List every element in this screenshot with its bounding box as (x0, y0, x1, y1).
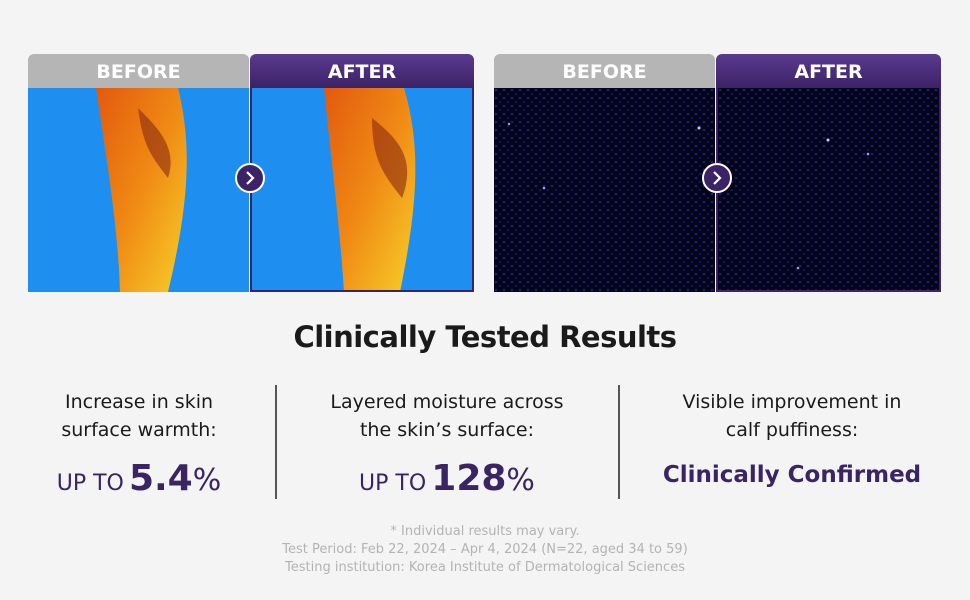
result: Layered moisture across the skin’s surfac… (287, 388, 607, 499)
value: 5.4 (128, 458, 193, 499)
result: Visible improvement in calf puffiness: Cl… (632, 388, 952, 488)
heading: Clinically Tested Results (293, 320, 677, 354)
unit: % (506, 463, 535, 498)
after-label: AFTER (716, 54, 941, 88)
moisture-before-image (494, 88, 715, 292)
highlight: Clinically Confirmed (662, 462, 922, 488)
description: Increase in skin surface warmth: (0, 388, 299, 444)
unit: % (192, 463, 222, 498)
description-line: Visible improvement in (682, 391, 902, 413)
description-line: Layered moisture across (330, 391, 564, 413)
footnote: Test Period: Feb 22, 2024 – Apr 4, 2024 … (282, 542, 688, 557)
result: Increase in skin surface warmth: UP TO 5.… (0, 388, 299, 499)
prefix: UP TO (56, 471, 124, 496)
arrow-icon (235, 163, 265, 193)
before-label: BEFORE (28, 54, 249, 88)
description: Layered moisture across the skin’s surfac… (287, 388, 607, 444)
after-label: AFTER (250, 54, 474, 88)
thermal-before-image (28, 88, 249, 292)
moisture-after-image (716, 88, 941, 292)
footnote: Testing institution: Korea Institute of … (285, 560, 685, 575)
description-line: surface warmth: (61, 419, 217, 441)
description: Visible improvement in calf puffiness: (632, 388, 952, 444)
value: 128 (431, 458, 507, 499)
thermal-after-image (250, 88, 474, 292)
result-value: UP TO 128% (287, 458, 607, 499)
result-value: UP TO 5.4% (0, 458, 299, 499)
prefix: UP TO (359, 471, 427, 496)
footnote: * Individual results may vary. (390, 524, 580, 539)
arrow-icon (702, 163, 732, 193)
divider (275, 385, 277, 499)
divider (618, 385, 620, 499)
before-label: BEFORE (494, 54, 715, 88)
description-line: the skin’s surface: (359, 419, 535, 441)
description-line: Increase in skin (64, 391, 214, 413)
description-line: calf puffiness: (725, 419, 859, 441)
